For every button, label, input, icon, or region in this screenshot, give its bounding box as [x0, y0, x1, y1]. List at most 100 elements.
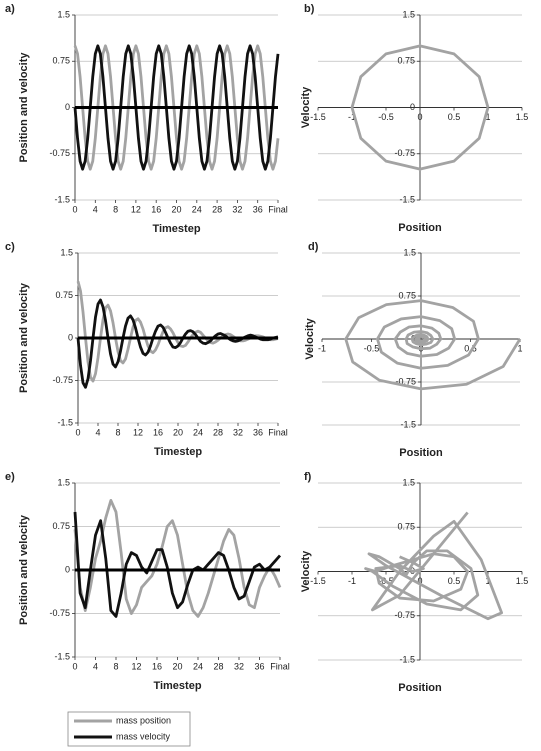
x-tick-label: 4 — [93, 204, 98, 214]
y-tick-label: 0.75 — [52, 521, 70, 531]
x-tick-label: 32 — [233, 427, 243, 437]
y-axis-label: Position and velocity — [18, 282, 30, 393]
y-tick-label: -1.5 — [400, 419, 416, 429]
y-tick-label: -1.5 — [399, 654, 415, 664]
y-tick-label: -0.75 — [49, 608, 70, 618]
x-tick-label: 32 — [234, 661, 244, 671]
panel-label: b) — [304, 3, 315, 15]
y-tick-label: 1.5 — [57, 9, 70, 19]
y-axis-label: Velocity — [300, 550, 312, 592]
x-tick-label: 8 — [113, 661, 118, 671]
x-tick-label: 16 — [152, 661, 162, 671]
x-tick-label: 8 — [113, 204, 118, 214]
x-tick-label: 0.5 — [448, 576, 461, 586]
y-tick-label: 0 — [65, 564, 70, 574]
panel-label: f) — [304, 471, 312, 483]
x-tick-label: 20 — [172, 661, 182, 671]
series-line — [73, 44, 280, 171]
x-tick-label: 4 — [95, 427, 100, 437]
x-tick-label: 28 — [213, 427, 223, 437]
panel-label: a) — [5, 3, 15, 15]
x-tick-label: 20 — [173, 427, 183, 437]
x-tick-label: 36 — [253, 204, 263, 214]
x-tick-label: -1 — [318, 343, 326, 353]
x-tick-label: 16 — [153, 427, 163, 437]
x-tick-label: Final — [268, 427, 288, 437]
y-tick-label: -1.5 — [54, 194, 70, 204]
series-line — [76, 280, 279, 383]
x-axis-label: Timestep — [154, 446, 202, 458]
y-tick-label: 1.5 — [60, 247, 73, 257]
y-tick-label: -1.5 — [54, 651, 70, 661]
x-tick-label: 1 — [517, 343, 522, 353]
x-tick-label: -1.5 — [310, 576, 326, 586]
x-tick-label: Final — [268, 204, 288, 214]
x-tick-label: 20 — [171, 204, 181, 214]
y-tick-label: 1.5 — [57, 477, 70, 487]
x-axis-label: Position — [398, 682, 442, 694]
x-tick-label: 24 — [193, 427, 203, 437]
y-tick-label: 0 — [65, 102, 70, 112]
x-tick-label: 24 — [193, 661, 203, 671]
y-tick-label: -0.75 — [49, 148, 70, 158]
x-tick-label: 12 — [131, 204, 141, 214]
x-axis-label: Position — [398, 222, 442, 234]
y-tick-label: -0.75 — [52, 375, 73, 385]
y-axis-label: Position and velocity — [18, 52, 30, 163]
x-tick-label: 32 — [232, 204, 242, 214]
y-tick-label: 0 — [68, 332, 73, 342]
x-tick-label: 8 — [115, 427, 120, 437]
x-tick-label: 36 — [253, 427, 263, 437]
y-tick-label: 0 — [410, 102, 415, 112]
y-tick-label: 0.75 — [398, 290, 416, 300]
x-tick-label: 28 — [212, 204, 222, 214]
x-tick-label: 1 — [485, 112, 490, 122]
x-tick-label: -1 — [348, 576, 356, 586]
x-tick-label: 0 — [75, 427, 80, 437]
legend-label: mass velocity — [116, 731, 171, 741]
y-tick-label: 1.5 — [402, 477, 415, 487]
y-axis-label: Velocity — [304, 317, 316, 359]
series-line — [73, 44, 280, 171]
x-tick-label: 0.5 — [464, 343, 477, 353]
y-tick-label: 1.5 — [402, 9, 415, 19]
panel-label: e) — [5, 471, 15, 483]
x-tick-label: 0.5 — [448, 112, 461, 122]
x-tick-label: -1.5 — [310, 112, 326, 122]
y-axis-label: Position and velocity — [18, 514, 30, 625]
x-axis-label: Timestep — [152, 223, 200, 235]
x-tick-label: 0 — [72, 661, 77, 671]
y-tick-label: -1.5 — [57, 417, 73, 427]
y-tick-label: 0.75 — [55, 290, 73, 300]
x-tick-label: 12 — [133, 427, 143, 437]
x-tick-label: -1 — [348, 112, 356, 122]
y-tick-label: -1.5 — [399, 194, 415, 204]
x-tick-label: 36 — [254, 661, 264, 671]
x-tick-label: 0 — [72, 204, 77, 214]
series-line — [76, 298, 279, 389]
y-tick-label: -0.75 — [395, 376, 416, 386]
y-tick-label: -0.75 — [394, 610, 415, 620]
y-tick-label: 1.5 — [403, 247, 416, 257]
x-tick-label: 16 — [151, 204, 161, 214]
x-tick-label: 4 — [93, 661, 98, 671]
x-tick-label: 1.5 — [516, 112, 529, 122]
y-tick-label: 0.75 — [52, 56, 70, 66]
x-axis-label: Timestep — [153, 680, 201, 692]
x-tick-label: 24 — [192, 204, 202, 214]
legend-box — [67, 711, 191, 747]
y-tick-label: 0.75 — [397, 522, 415, 532]
x-tick-label: 28 — [213, 661, 223, 671]
y-axis-label: Velocity — [300, 86, 312, 128]
panel-label: c) — [5, 241, 15, 253]
x-axis-label: Position — [399, 447, 443, 459]
legend-label: mass position — [116, 715, 171, 725]
y-tick-label: -0.75 — [394, 148, 415, 158]
series-line — [73, 511, 282, 618]
x-tick-label: 12 — [131, 661, 141, 671]
x-tick-label: 1.5 — [516, 576, 529, 586]
series-line — [364, 511, 503, 621]
series-line — [344, 299, 522, 391]
